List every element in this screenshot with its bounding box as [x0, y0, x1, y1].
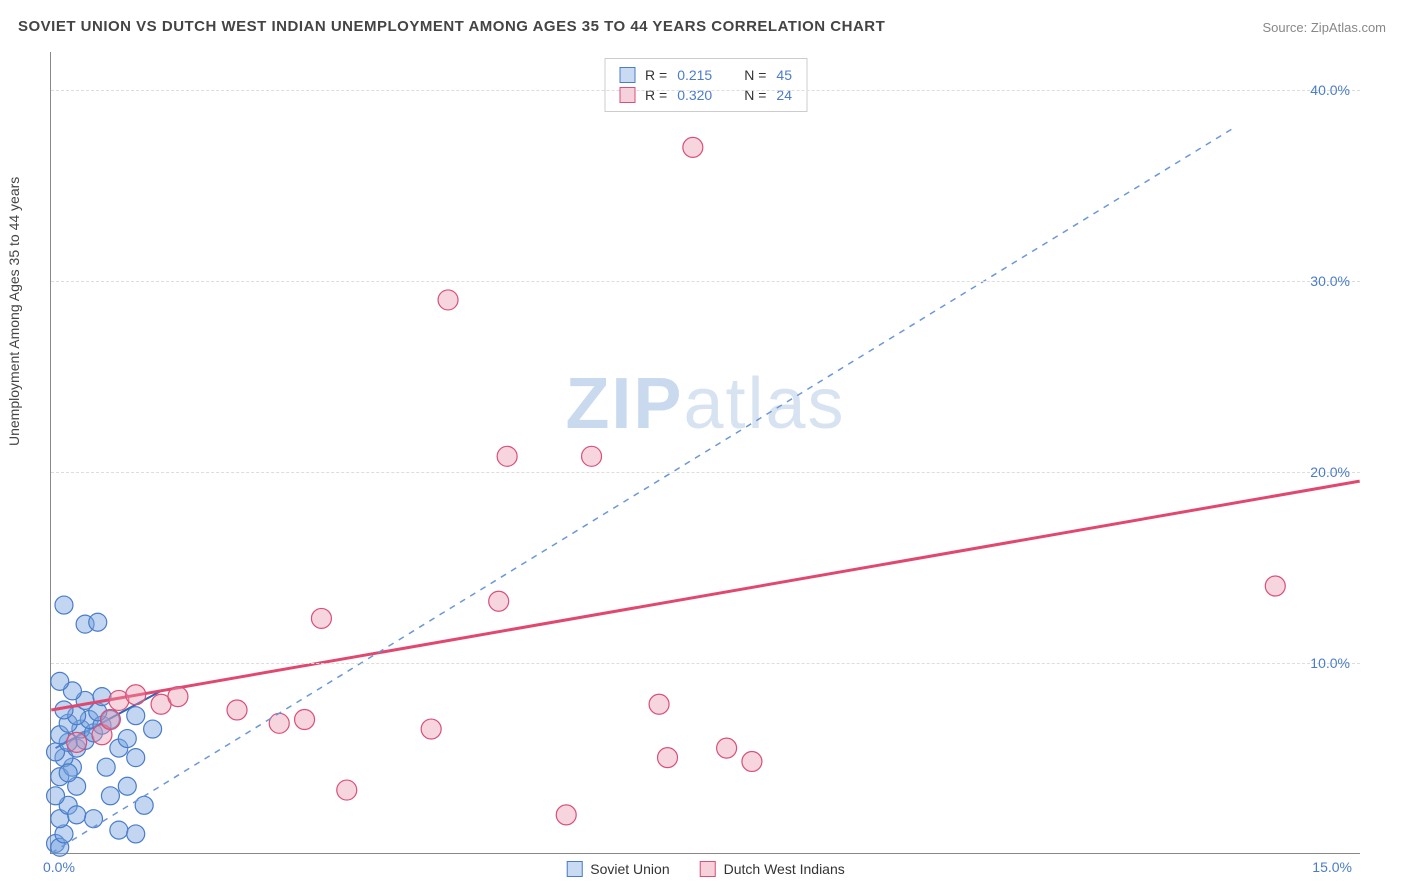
- chart-svg: [51, 52, 1360, 853]
- source-attribution: Source: ZipAtlas.com: [1262, 20, 1386, 35]
- y-tick-label: 40.0%: [1310, 82, 1350, 98]
- trend-line: [51, 128, 1233, 853]
- data-point: [144, 720, 162, 738]
- data-point: [100, 710, 120, 730]
- data-point: [269, 713, 289, 733]
- legend-item-1: Dutch West Indians: [700, 861, 845, 877]
- data-point: [55, 596, 73, 614]
- chart-container: SOVIET UNION VS DUTCH WEST INDIAN UNEMPL…: [0, 0, 1406, 892]
- data-point: [127, 749, 145, 767]
- data-point: [1265, 576, 1285, 596]
- data-point: [126, 685, 146, 705]
- gridline: [51, 472, 1360, 473]
- data-point: [101, 787, 119, 805]
- gridline: [51, 281, 1360, 282]
- legend-label: Soviet Union: [590, 861, 669, 877]
- gridline: [51, 663, 1360, 664]
- data-point: [118, 730, 136, 748]
- data-point: [135, 796, 153, 814]
- data-point: [47, 787, 65, 805]
- gridline: [51, 90, 1360, 91]
- y-tick-label: 30.0%: [1310, 273, 1350, 289]
- data-point: [110, 821, 128, 839]
- data-point: [438, 290, 458, 310]
- data-point: [59, 764, 77, 782]
- swatch-blue-icon: [566, 861, 582, 877]
- data-point: [295, 710, 315, 730]
- data-point: [421, 719, 441, 739]
- data-point: [497, 446, 517, 466]
- data-point: [127, 825, 145, 843]
- data-point: [227, 700, 247, 720]
- swatch-pink-icon: [700, 861, 716, 877]
- data-point: [683, 137, 703, 157]
- data-point: [556, 805, 576, 825]
- y-tick-label: 20.0%: [1310, 464, 1350, 480]
- data-point: [311, 608, 331, 628]
- y-tick-label: 10.0%: [1310, 655, 1350, 671]
- x-tick-min: 0.0%: [43, 859, 75, 875]
- data-point: [742, 751, 762, 771]
- legend: Soviet Union Dutch West Indians: [566, 861, 845, 877]
- trend-line: [51, 481, 1359, 710]
- data-point: [127, 707, 145, 725]
- y-axis-label: Unemployment Among Ages 35 to 44 years: [6, 177, 22, 446]
- legend-label: Dutch West Indians: [724, 861, 845, 877]
- data-point: [168, 687, 188, 707]
- data-point: [89, 613, 107, 631]
- data-point: [337, 780, 357, 800]
- data-point: [489, 591, 509, 611]
- data-point: [582, 446, 602, 466]
- x-tick-max: 15.0%: [1312, 859, 1352, 875]
- data-point: [717, 738, 737, 758]
- data-point: [118, 777, 136, 795]
- data-point: [51, 672, 69, 690]
- data-point: [67, 732, 87, 752]
- data-point: [649, 694, 669, 714]
- plot-area: ZIPatlas R = 0.215 N = 45 R = 0.320 N = …: [50, 52, 1360, 854]
- legend-item-0: Soviet Union: [566, 861, 669, 877]
- data-point: [658, 748, 678, 768]
- data-point: [85, 810, 103, 828]
- data-point: [97, 758, 115, 776]
- chart-title: SOVIET UNION VS DUTCH WEST INDIAN UNEMPL…: [18, 18, 885, 35]
- data-point: [68, 806, 86, 824]
